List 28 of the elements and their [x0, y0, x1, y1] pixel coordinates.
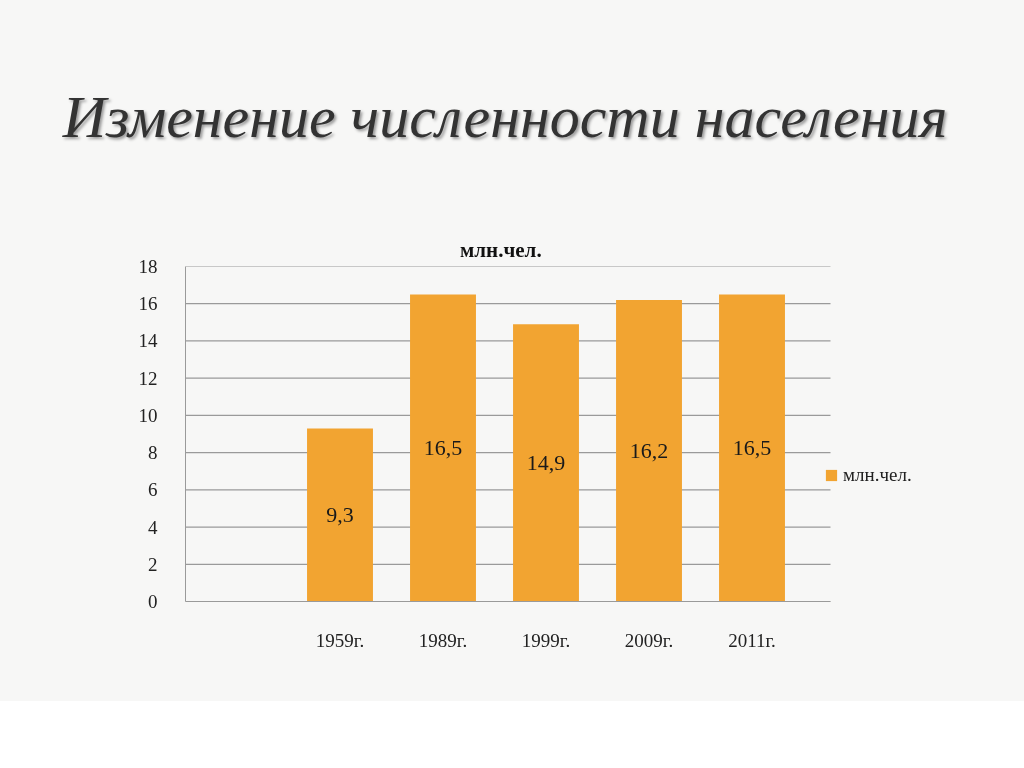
bar — [719, 294, 785, 602]
y-tick-label: 16 — [138, 293, 158, 315]
y-tick-label: 8 — [148, 442, 158, 464]
bar — [513, 324, 579, 602]
x-tick-label: 2011г. — [728, 629, 776, 651]
bar — [616, 300, 682, 602]
data-label: 9,3 — [326, 501, 354, 527]
x-tick-label: 1999г. — [521, 629, 571, 651]
x-tick-label: 1989г. — [418, 629, 468, 651]
data-label: 16,5 — [732, 434, 772, 460]
data-label: 14,9 — [526, 449, 566, 475]
y-tick-label: 12 — [138, 367, 158, 389]
y-tick-label: 14 — [138, 330, 158, 352]
bar — [307, 428, 373, 602]
chart-title: Изменение численности населения — [61, 83, 949, 152]
legend-label: млн.чел. — [843, 464, 912, 486]
x-tick-label: 1959г. — [315, 629, 365, 651]
y-tick-label: 10 — [138, 404, 158, 426]
data-label: 16,2 — [629, 437, 669, 463]
y-tick-label: 2 — [148, 553, 158, 575]
y-tick-label: 18 — [138, 256, 158, 277]
bar — [410, 294, 476, 602]
chart-subtitle: млн.чел. — [460, 237, 542, 262]
y-tick-label: 0 — [148, 591, 158, 612]
y-tick-label: 6 — [148, 479, 158, 501]
data-label: 16,5 — [423, 434, 463, 460]
x-tick-label: 2009г. — [624, 629, 674, 651]
y-tick-label: 4 — [148, 516, 158, 538]
